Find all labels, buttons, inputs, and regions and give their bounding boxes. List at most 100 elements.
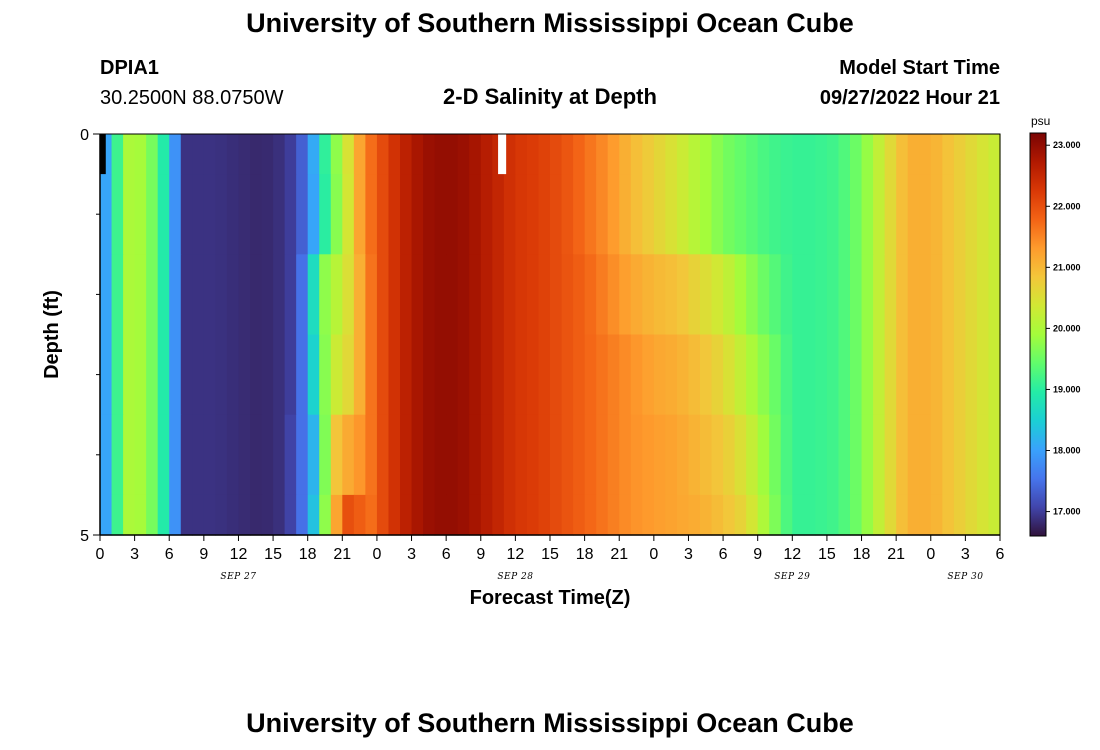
heatmap-cell [873,334,886,416]
heatmap-cell [469,414,482,496]
model-start-label: Model Start Time [839,57,1000,79]
heatmap-cell [861,334,874,416]
heatmap-cell [665,414,678,496]
colorbar-tick-label: 22.000 [1053,201,1081,211]
heatmap-cell [596,494,609,536]
heatmap-cell [261,414,274,496]
heatmap-cell [653,174,666,255]
heatmap-cell [838,334,851,416]
heatmap-cell [457,494,470,536]
heatmap-cell [238,334,251,416]
heatmap-cell [319,334,332,416]
x-tick-label: 15 [818,546,836,563]
heatmap-cell [723,174,736,255]
heatmap-cell [596,174,609,255]
heatmap-cell [434,414,447,496]
heatmap-cell [353,134,366,175]
heatmap-cell [803,334,816,416]
heatmap-cell [676,334,690,416]
heatmap-cell [100,174,113,255]
heatmap-cell [607,494,620,536]
heatmap-cell [515,334,528,416]
heatmap-cell [688,494,701,536]
heatmap-cell [965,134,978,175]
heatmap-cell [907,134,920,175]
heatmap-cell [515,494,528,536]
x-date-label: SEP 30 [947,572,983,582]
heatmap-cell [284,254,297,336]
heatmap-cell [284,134,297,175]
heatmap-cell [296,254,309,336]
heatmap-cell [250,254,263,336]
heatmap-cell [411,414,424,496]
heatmap-cell [457,174,470,255]
x-tick-label: 15 [541,546,559,563]
missing-data-cells [100,134,507,175]
heatmap-cell [919,174,932,255]
heatmap-cell [803,134,816,175]
heatmap-cell [134,494,147,536]
heatmap-cell [123,254,136,336]
heatmap-cell [607,134,620,175]
heatmap-cell [850,254,863,336]
heatmap-cell [446,334,459,416]
x-tick-label: 9 [753,546,762,563]
heatmap-cell [919,494,932,536]
heatmap-cell [273,414,286,496]
heatmap-cell [746,414,759,496]
x-date-label: SEP 28 [497,572,533,582]
heatmap-cell [203,414,216,496]
heatmap-cell [700,414,713,496]
heatmap-cell [100,494,113,536]
heatmap-cell [169,334,182,416]
heatmap-cell [215,494,228,536]
heatmap-cell [157,414,170,496]
heatmap-cell [630,414,643,496]
heatmap-cell [826,254,840,336]
x-tick-label: 12 [506,546,524,563]
heatmap-cell [400,414,413,496]
heatmap-cell [353,334,366,416]
heatmap-cell [723,134,736,175]
heatmap-cell [676,174,690,255]
heatmap-cell [838,174,851,255]
heatmap-cell [873,254,886,336]
heatmap-cell [584,414,597,496]
heatmap-cell [550,174,563,255]
heatmap-cell [515,174,528,255]
heatmap-cell [953,334,966,416]
missing-data-cell [100,134,106,175]
heatmap-cell [169,134,182,175]
heatmap-cell [596,254,609,336]
heatmap-cell [469,334,482,416]
heatmap-cell [319,414,332,496]
heatmap-cell [526,174,540,255]
heatmap-cell [411,334,424,416]
heatmap-cell [815,134,828,175]
heatmap-cell [180,134,193,175]
heatmap-cell [215,174,228,255]
heatmap-cell [838,254,851,336]
heatmap-cell [111,414,124,496]
heatmap-cell [919,414,932,496]
colorbar-units: psu [1031,114,1051,128]
heatmap-cell [688,334,701,416]
heatmap-cell [180,414,193,496]
heatmap-cell [988,174,1001,255]
heatmap-cell [238,174,251,255]
heatmap-cell [261,174,274,255]
heatmap-cell [284,414,297,496]
heatmap-cell [134,134,147,175]
heatmap-cell [723,334,736,416]
heatmap-cell [330,334,343,416]
heatmap-cell [561,414,574,496]
heatmap-cell [526,494,540,536]
heatmap-cell [365,494,378,536]
heatmap-cell [503,174,516,255]
heatmap-cell [100,414,113,496]
heatmap-cell [423,494,436,536]
heatmap-cell [757,334,770,416]
heatmap-cell [757,494,770,536]
heatmap-cell [261,254,274,336]
heatmap-cell [146,134,159,175]
